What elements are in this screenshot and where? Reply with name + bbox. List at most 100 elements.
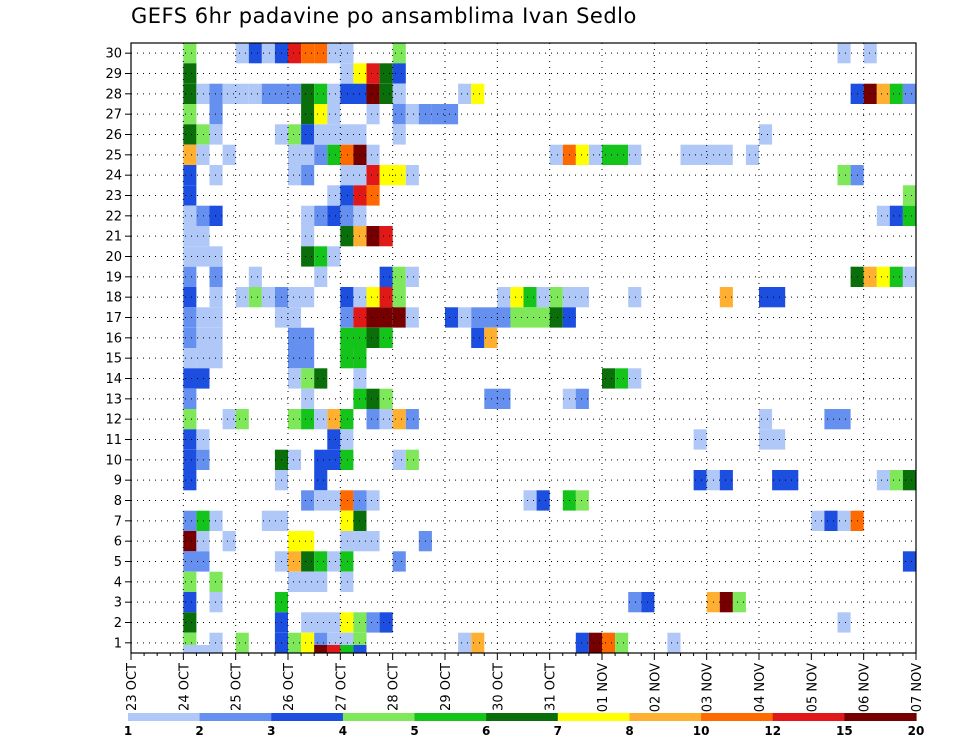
precip-cell [235, 409, 249, 430]
precip-cell [445, 307, 459, 328]
heatmap-cells [183, 43, 916, 653]
x-tick-label: 23 OCT [125, 663, 140, 711]
precip-cell [301, 368, 315, 389]
precip-cell [340, 287, 354, 308]
precip-cell [209, 592, 223, 613]
dotted-grid [131, 43, 916, 653]
precip-cell [602, 632, 616, 653]
precip-cell [366, 63, 380, 84]
x-tick-label: 28 OCT [387, 663, 402, 711]
precip-cell [549, 307, 563, 328]
precip-cell [327, 185, 341, 206]
precip-cell [235, 83, 249, 104]
precip-cell [209, 287, 223, 308]
precip-cell [523, 490, 537, 511]
precip-cell [314, 645, 328, 653]
precip-cell [379, 83, 393, 104]
x-tick-label: 29 OCT [439, 663, 454, 711]
precip-cell [484, 327, 498, 348]
precip-cell [183, 165, 197, 186]
precip-cell [301, 83, 315, 104]
precip-cell [575, 388, 589, 409]
precip-cell [889, 83, 903, 104]
legend-label: 12 [764, 724, 781, 738]
precip-cell [745, 144, 759, 165]
precip-cell [536, 490, 550, 511]
precip-cell [196, 124, 210, 145]
precip-cell [183, 531, 197, 552]
y-tick-label: 20 [105, 250, 122, 265]
precip-cell [314, 551, 328, 572]
precip-cell [314, 368, 328, 389]
precip-cell [327, 645, 341, 653]
precip-cell [379, 327, 393, 348]
y-tick-label: 19 [105, 270, 122, 285]
precip-cell [301, 43, 315, 64]
legend-swatch [844, 713, 917, 721]
precip-cell [301, 226, 315, 247]
y-tick-label: 30 [105, 47, 122, 62]
precip-cell [301, 388, 315, 409]
precip-cell [471, 307, 511, 328]
y-tick-label: 6 [114, 535, 122, 550]
legend-swatch [486, 713, 559, 721]
precip-cell [183, 185, 197, 206]
precip-cell [288, 531, 315, 552]
precip-cell [196, 510, 210, 531]
precip-cell [588, 632, 602, 653]
precip-cell [301, 551, 315, 572]
precip-cell [222, 144, 236, 165]
legend-label: 2 [195, 724, 203, 738]
precip-cell [183, 63, 197, 84]
precip-cell [340, 510, 354, 531]
y-tick-label: 24 [105, 169, 122, 184]
legend-swatch [701, 713, 774, 721]
precip-cell [340, 645, 354, 653]
precip-cell [288, 124, 302, 145]
precip-cell [288, 43, 302, 64]
precip-cell [392, 551, 406, 572]
precip-cell [379, 409, 393, 430]
precip-cell [366, 165, 380, 186]
precip-cell [314, 43, 328, 64]
precip-cell [837, 510, 851, 531]
precip-cell [379, 287, 393, 308]
precip-cell [379, 266, 393, 287]
precip-cell [458, 83, 472, 104]
precip-cell [523, 287, 537, 308]
x-tick-label: 27 OCT [334, 663, 349, 711]
x-tick-label: 24 OCT [177, 663, 192, 711]
legend-label: 7 [554, 724, 562, 738]
y-tick-label: 27 [105, 108, 122, 123]
precip-cell [183, 551, 210, 572]
precip-cell [759, 429, 786, 450]
precip-cell [458, 307, 472, 328]
precip-cell [196, 429, 210, 450]
precip-cell [288, 327, 315, 348]
precip-cell [261, 287, 275, 308]
precip-cell [549, 144, 563, 165]
precip-cell [811, 510, 825, 531]
precip-cell [366, 388, 380, 409]
precip-cell [431, 104, 459, 125]
precip-cell [183, 307, 197, 328]
precip-cell [340, 409, 354, 430]
precip-cell [680, 144, 733, 165]
precip-cell [759, 124, 773, 145]
precip-cell [248, 83, 262, 104]
precip-cell [732, 592, 746, 613]
y-tick-label: 10 [105, 453, 122, 468]
legend-label: 8 [625, 724, 633, 738]
precip-cell [288, 632, 302, 653]
y-tick-label: 9 [114, 474, 122, 489]
x-tick-label: 31 OCT [544, 663, 559, 711]
precip-cell [471, 632, 485, 653]
precip-cell [183, 205, 197, 226]
y-tick-label: 1 [114, 636, 122, 651]
precip-cell [183, 510, 197, 531]
precip-cell [837, 165, 851, 186]
precip-cell [628, 592, 642, 613]
precip-cell [392, 43, 406, 64]
precip-cell [314, 246, 328, 267]
